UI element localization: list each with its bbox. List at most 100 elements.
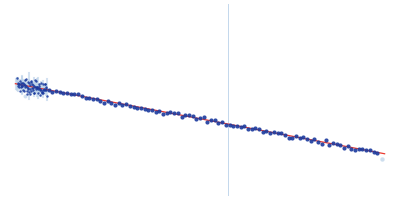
Point xyxy=(20,89,26,92)
Point xyxy=(223,123,229,126)
Point xyxy=(53,89,59,92)
Point xyxy=(311,138,318,141)
Point xyxy=(17,89,23,92)
Point xyxy=(29,86,36,89)
Point xyxy=(97,99,104,103)
Point xyxy=(26,90,32,94)
Point xyxy=(337,144,344,147)
Point xyxy=(37,87,44,90)
Point xyxy=(319,143,325,146)
Point xyxy=(86,97,92,100)
Point xyxy=(208,119,214,122)
Point xyxy=(42,88,48,92)
Point xyxy=(20,82,26,85)
Point xyxy=(116,101,122,104)
Point xyxy=(36,87,42,90)
Point xyxy=(79,94,85,98)
Point xyxy=(35,85,42,88)
Point xyxy=(267,131,273,134)
Point xyxy=(286,136,292,139)
Point xyxy=(171,111,177,114)
Point xyxy=(245,127,251,131)
Point xyxy=(230,124,236,128)
Point xyxy=(160,112,166,115)
Point xyxy=(41,83,48,86)
Point xyxy=(37,93,43,97)
Point xyxy=(219,121,225,124)
Point xyxy=(42,87,49,90)
Point xyxy=(322,139,329,142)
Point xyxy=(43,89,50,92)
Point xyxy=(175,111,181,114)
Point xyxy=(293,134,299,138)
Point xyxy=(75,93,81,96)
Point xyxy=(138,107,144,110)
Point xyxy=(164,111,170,114)
Point xyxy=(39,91,46,94)
Point xyxy=(22,78,28,81)
Point xyxy=(271,131,277,134)
Point xyxy=(32,88,39,91)
Point xyxy=(123,103,129,106)
Point xyxy=(19,84,26,87)
Point xyxy=(20,83,27,86)
Point xyxy=(43,85,49,89)
Point xyxy=(38,88,44,91)
Point xyxy=(367,148,373,152)
Point xyxy=(28,89,34,92)
Point xyxy=(18,82,25,85)
Point xyxy=(16,85,22,89)
Point xyxy=(356,148,362,151)
Point xyxy=(186,114,192,117)
Point xyxy=(18,84,24,87)
Point xyxy=(38,90,45,93)
Point xyxy=(19,84,25,87)
Point xyxy=(274,131,281,135)
Point xyxy=(18,85,24,89)
Point xyxy=(30,83,36,87)
Point xyxy=(352,148,358,151)
Point xyxy=(21,89,28,92)
Point xyxy=(178,115,185,119)
Point xyxy=(112,103,118,106)
Point xyxy=(204,120,210,123)
Point xyxy=(38,81,44,84)
Point xyxy=(182,113,188,117)
Point xyxy=(42,82,48,86)
Point xyxy=(152,110,159,114)
Point xyxy=(142,107,148,110)
Point xyxy=(90,97,96,101)
Point xyxy=(248,127,255,130)
Point xyxy=(36,88,43,91)
Point xyxy=(25,87,32,90)
Point xyxy=(300,135,306,139)
Point xyxy=(34,87,41,91)
Point xyxy=(27,92,33,95)
Point xyxy=(26,83,33,86)
Point xyxy=(215,121,222,125)
Point xyxy=(234,124,240,127)
Point xyxy=(200,116,207,119)
Point xyxy=(190,115,196,118)
Point xyxy=(17,81,24,84)
Point xyxy=(56,90,63,94)
Point xyxy=(374,151,380,154)
Point xyxy=(33,79,39,83)
Point xyxy=(29,86,35,90)
Point xyxy=(24,81,31,84)
Point xyxy=(34,86,40,89)
Point xyxy=(330,142,336,145)
Point xyxy=(359,147,366,150)
Point xyxy=(22,83,28,87)
Point xyxy=(263,129,270,132)
Point xyxy=(31,84,38,88)
Point xyxy=(167,111,174,114)
Point xyxy=(119,103,126,106)
Point xyxy=(341,146,347,150)
Point xyxy=(15,82,21,86)
Point xyxy=(212,119,218,122)
Point xyxy=(23,84,30,87)
Point xyxy=(40,88,47,92)
Point xyxy=(15,81,22,84)
Point xyxy=(252,127,258,130)
